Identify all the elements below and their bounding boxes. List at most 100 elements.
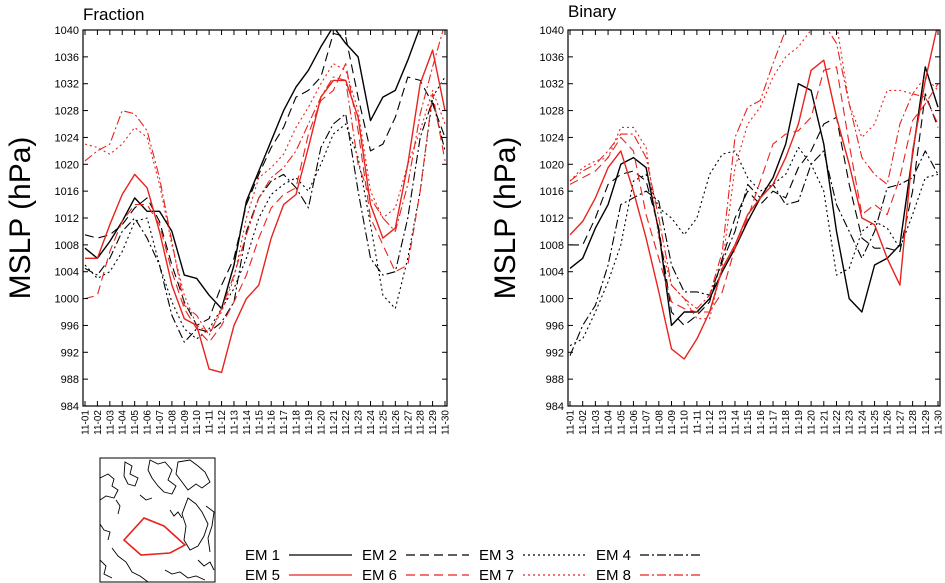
y-tick-label: 1008 bbox=[540, 240, 564, 252]
series-line-em-6 bbox=[569, 66, 939, 313]
y-tick-label: 1012 bbox=[55, 213, 79, 225]
x-tick-label: 11-08 bbox=[654, 410, 665, 435]
series-line-em-5 bbox=[569, 30, 938, 360]
y-tick-label: 1036 bbox=[55, 52, 79, 64]
series-line-em-2 bbox=[84, 32, 446, 326]
legend-label: EM 1 bbox=[245, 547, 280, 564]
series-line-em-3 bbox=[84, 76, 446, 340]
legend-item: EM 2 bbox=[362, 547, 469, 564]
x-tick-label: 11-04 bbox=[118, 410, 129, 435]
x-tick-label: 11-10 bbox=[192, 410, 203, 435]
x-tick-label: 11-01 bbox=[81, 410, 92, 435]
series-line-em-5 bbox=[85, 49, 446, 374]
legend-label: EM 8 bbox=[596, 567, 631, 583]
chart-title: Fraction bbox=[83, 5, 144, 24]
legend-item: EM 4 bbox=[596, 547, 703, 564]
x-tick-label: 11-12 bbox=[217, 410, 228, 435]
x-tick-label: 11-28 bbox=[416, 410, 427, 435]
y-tick-label: 1028 bbox=[55, 106, 79, 118]
y-tick-label: 992 bbox=[61, 347, 79, 359]
x-tick-label: 11-19 bbox=[304, 410, 315, 435]
y-tick-label: 984 bbox=[546, 401, 564, 413]
x-tick-label: 11-21 bbox=[819, 410, 830, 435]
x-tick-label: 11-03 bbox=[591, 410, 602, 435]
plot-area bbox=[84, 30, 446, 374]
plot-area bbox=[569, 30, 939, 360]
x-tick-label: 11-09 bbox=[180, 410, 191, 435]
x-tick-label: 11-10 bbox=[680, 410, 691, 435]
x-tick-label: 11-13 bbox=[718, 410, 729, 435]
x-tick-label: 11-24 bbox=[366, 410, 377, 435]
x-tick-label: 11-02 bbox=[578, 410, 589, 435]
x-tick-label: 11-23 bbox=[354, 410, 365, 435]
x-tick-label: 11-06 bbox=[629, 410, 640, 435]
y-tick-label: 1012 bbox=[540, 213, 564, 225]
x-tick-label: 11-30 bbox=[934, 410, 945, 435]
axes: 984 988 992 996 1000 1004 1008 1012 1016 1020 1024… bbox=[55, 25, 452, 435]
x-tick-label: 11-17 bbox=[769, 410, 780, 435]
x-tick-label: 11-22 bbox=[832, 410, 843, 435]
legend-item: EM 1 bbox=[245, 547, 352, 564]
x-tick-label: 11-01 bbox=[566, 410, 577, 435]
x-tick-label: 11-05 bbox=[130, 410, 141, 435]
x-tick-label: 11-30 bbox=[441, 410, 452, 435]
x-tick-label: 11-13 bbox=[229, 410, 240, 435]
x-tick-label: 11-19 bbox=[794, 410, 805, 435]
y-tick-label: 1040 bbox=[55, 25, 79, 37]
y-tick-label: 1020 bbox=[55, 159, 79, 171]
series-line-em-8 bbox=[84, 30, 444, 337]
legend-label: EM 6 bbox=[362, 567, 397, 583]
legend-label: EM 5 bbox=[245, 567, 280, 583]
x-tick-label: 11-15 bbox=[743, 410, 754, 435]
x-tick-label: 11-25 bbox=[870, 410, 881, 435]
y-tick-label: 1004 bbox=[55, 267, 79, 279]
x-tick-label: 11-06 bbox=[143, 410, 154, 435]
x-tick-label: 11-09 bbox=[667, 410, 678, 435]
x-tick-label: 11-20 bbox=[807, 410, 818, 435]
x-tick-label: 11-25 bbox=[378, 410, 389, 435]
y-axis-label: MSLP (hPa) bbox=[4, 137, 37, 300]
x-tick-label: 11-22 bbox=[341, 410, 352, 435]
series-line-em-4 bbox=[84, 99, 446, 343]
x-tick-label: 11-29 bbox=[428, 410, 439, 435]
x-tick-label: 11-24 bbox=[857, 410, 868, 435]
x-tick-label: 11-28 bbox=[908, 410, 919, 435]
x-tick-label: 11-12 bbox=[705, 410, 716, 435]
y-tick-label: 988 bbox=[546, 374, 564, 386]
y-tick-label: 1040 bbox=[540, 25, 564, 37]
series-line-em-1 bbox=[569, 66, 939, 327]
y-tick-label: 996 bbox=[546, 320, 564, 332]
x-tick-label: 11-26 bbox=[883, 410, 894, 435]
legend-item: EM 3 bbox=[479, 547, 586, 564]
x-tick-label: 11-11 bbox=[205, 410, 216, 435]
series-line-em-4 bbox=[569, 150, 939, 356]
x-tick-label: 11-29 bbox=[921, 410, 932, 435]
y-axis-label: MSLP (hPa) bbox=[489, 137, 522, 300]
study-region-outline bbox=[122, 517, 187, 556]
legend-item: EM 8 bbox=[596, 567, 703, 583]
x-tick-label: 11-20 bbox=[316, 410, 327, 435]
y-tick-label: 988 bbox=[61, 374, 79, 386]
x-tick-label: 11-17 bbox=[279, 410, 290, 435]
x-tick-label: 11-21 bbox=[329, 410, 340, 435]
legend-item: EM 7 bbox=[479, 567, 586, 583]
y-tick-label: 996 bbox=[61, 320, 79, 332]
x-tick-label: 11-07 bbox=[155, 410, 166, 435]
x-tick-label: 11-27 bbox=[403, 410, 414, 435]
series-line-em-1 bbox=[84, 30, 420, 310]
series-line-em-3 bbox=[569, 146, 939, 347]
y-tick-label: 1024 bbox=[540, 132, 564, 144]
y-tick-label: 1032 bbox=[55, 79, 79, 91]
y-tick-label: 1016 bbox=[540, 186, 564, 198]
x-tick-label: 11-26 bbox=[391, 410, 402, 435]
y-tick-label: 1036 bbox=[540, 52, 564, 64]
series-line-em-8 bbox=[569, 30, 939, 310]
x-tick-label: 11-16 bbox=[267, 410, 278, 435]
binary-chart: Binary MSLP (hPa) 984 988 992 996 1000 1004 10… bbox=[489, 2, 945, 435]
legend-item: EM 6 bbox=[362, 567, 469, 583]
x-tick-label: 11-14 bbox=[730, 410, 741, 435]
y-tick-label: 1000 bbox=[55, 294, 79, 306]
map-inset bbox=[99, 457, 216, 583]
x-tick-label: 11-23 bbox=[845, 410, 856, 435]
